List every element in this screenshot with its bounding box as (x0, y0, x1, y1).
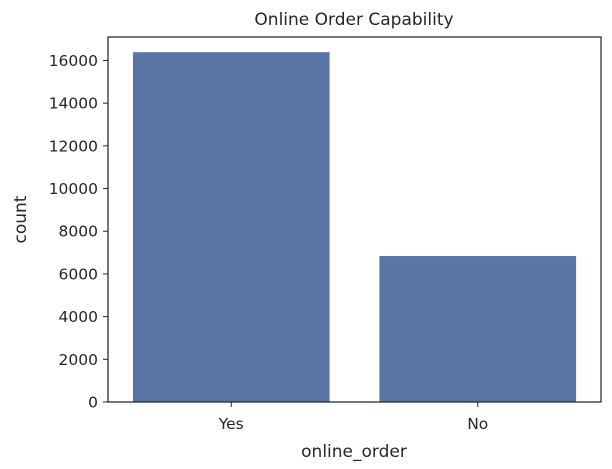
y-tick-label: 14000 (49, 95, 98, 113)
x-axis-ticks: Yes No (218, 402, 488, 433)
y-tick-label: 0 (88, 394, 98, 412)
y-tick-label: 4000 (59, 308, 98, 326)
y-tick-label: 12000 (49, 137, 98, 155)
y-tick-label: 16000 (49, 52, 98, 70)
y-tick-label: 6000 (59, 265, 98, 283)
y-tick-label: 10000 (49, 180, 98, 198)
chart-title: Online Order Capability (254, 10, 453, 30)
x-tick-label: No (467, 415, 488, 433)
bar-yes (132, 51, 331, 403)
y-axis-label: count (11, 195, 31, 243)
bars (132, 51, 577, 403)
y-tick-label: 2000 (59, 351, 98, 369)
bar-no (378, 255, 577, 403)
plot-frame (107, 36, 602, 403)
x-tick-label: Yes (218, 415, 244, 433)
y-axis-ticks: 0 2000 4000 6000 8000 10000 12000 14000 16000 (49, 52, 108, 412)
x-axis-label: online_order (301, 442, 407, 462)
y-tick-label: 8000 (59, 223, 98, 241)
